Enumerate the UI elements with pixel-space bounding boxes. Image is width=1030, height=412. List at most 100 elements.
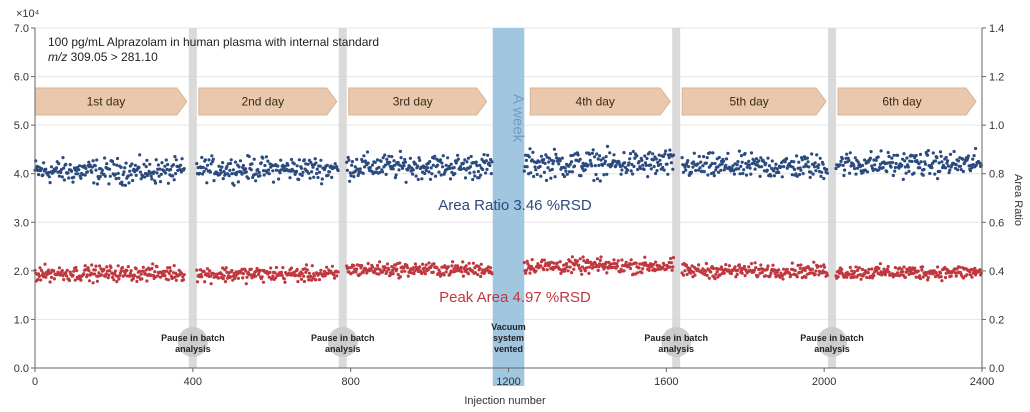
data-point <box>803 268 807 272</box>
data-point <box>391 272 395 276</box>
data-point <box>314 161 318 165</box>
data-point <box>875 269 879 273</box>
data-point <box>870 276 875 280</box>
data-point <box>228 168 232 172</box>
data-point <box>616 259 620 263</box>
data-point <box>400 270 404 274</box>
area-ratio-label: Area Ratio 3.46 %RSD <box>438 197 592 214</box>
data-point <box>671 153 676 157</box>
data-point <box>406 266 410 270</box>
data-point <box>560 156 564 160</box>
data-point <box>648 150 652 154</box>
data-point <box>944 271 948 275</box>
data-point <box>428 160 432 164</box>
data-point <box>629 258 633 262</box>
pause-band <box>338 28 347 368</box>
data-point <box>940 160 944 164</box>
data-point <box>814 169 818 173</box>
data-point <box>792 160 796 164</box>
data-point <box>166 181 170 185</box>
data-point <box>562 269 567 273</box>
data-point <box>487 161 491 165</box>
data-point <box>202 169 206 174</box>
data-point <box>595 152 599 156</box>
data-point <box>370 163 375 167</box>
data-point <box>534 269 538 273</box>
data-point <box>720 162 724 166</box>
data-point <box>424 168 428 173</box>
data-point <box>739 154 744 158</box>
data-point <box>799 263 803 267</box>
data-point <box>605 144 610 148</box>
data-point <box>741 171 745 176</box>
data-point <box>221 266 225 270</box>
data-point <box>640 158 644 162</box>
data-point <box>738 266 742 270</box>
data-point <box>301 170 305 174</box>
day-arrow <box>348 87 488 116</box>
data-point <box>712 266 716 271</box>
data-point <box>913 266 917 270</box>
data-point <box>408 156 412 160</box>
x-tick-label: 2400 <box>970 376 994 388</box>
data-point <box>398 275 402 279</box>
data-point <box>853 167 857 171</box>
data-point <box>222 274 226 278</box>
data-point <box>711 151 715 155</box>
data-point <box>533 165 537 169</box>
data-point <box>458 165 463 169</box>
data-point <box>363 165 367 169</box>
vented-band <box>492 28 525 386</box>
data-point <box>237 165 241 169</box>
data-point <box>416 177 420 182</box>
data-point <box>669 261 674 265</box>
y-right-axis-label: Area Ratio <box>1012 174 1024 226</box>
data-point <box>714 168 718 172</box>
data-point <box>681 170 686 174</box>
data-point <box>336 270 340 274</box>
pause-label-line1: Pause in batch <box>644 333 708 343</box>
data-point <box>853 156 857 160</box>
y-left-tick-label: 0.0 <box>14 363 29 375</box>
data-point <box>155 171 159 175</box>
data-point <box>87 269 91 273</box>
data-point <box>528 147 532 151</box>
data-point <box>849 164 853 168</box>
data-point <box>316 175 320 180</box>
data-point <box>563 166 567 170</box>
data-point <box>200 275 204 279</box>
data-point <box>97 271 101 275</box>
data-point <box>968 273 973 277</box>
data-point <box>418 158 422 162</box>
data-point <box>384 172 388 176</box>
data-point <box>529 171 533 175</box>
data-point <box>370 265 375 269</box>
data-point <box>671 167 675 171</box>
data-point <box>923 160 927 164</box>
data-point <box>907 272 911 276</box>
data-point <box>603 159 608 163</box>
data-point <box>524 158 529 162</box>
y-left-tick-label: 2.0 <box>14 266 29 278</box>
data-point <box>145 158 149 162</box>
data-point <box>77 168 81 172</box>
data-point <box>936 177 940 181</box>
data-point <box>970 166 974 170</box>
data-point <box>933 172 937 176</box>
data-point <box>714 272 718 276</box>
data-point <box>91 281 95 285</box>
data-point <box>552 261 556 265</box>
data-point <box>923 162 928 166</box>
data-point <box>850 269 854 273</box>
data-point <box>404 180 408 184</box>
data-point <box>48 181 52 185</box>
data-point <box>618 270 623 274</box>
data-point <box>940 279 944 283</box>
data-point <box>174 172 178 176</box>
data-point <box>138 269 142 273</box>
data-point <box>437 170 441 174</box>
data-point <box>60 175 64 179</box>
data-point <box>856 160 860 164</box>
data-point <box>129 269 133 273</box>
data-point <box>140 277 144 281</box>
